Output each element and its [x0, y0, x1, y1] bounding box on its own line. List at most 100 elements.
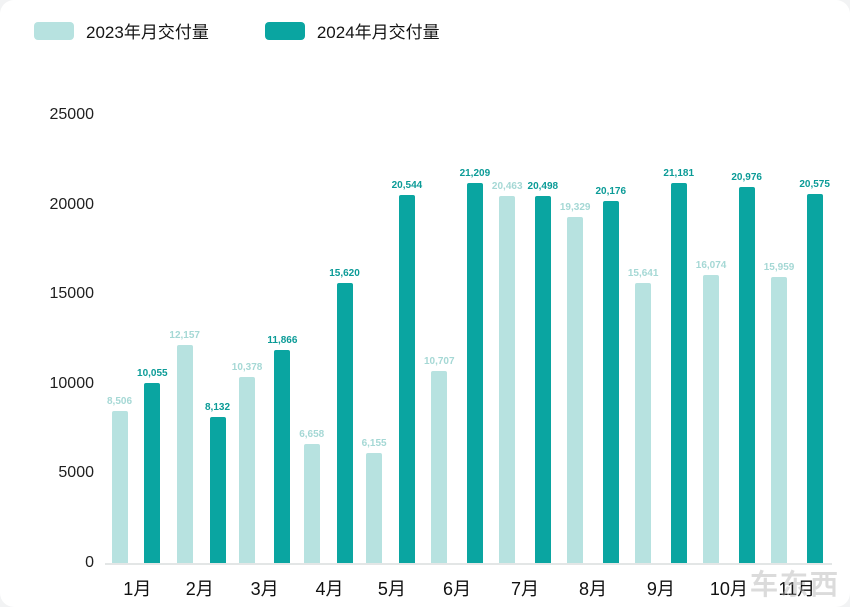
x-axis-label: 8月	[578, 579, 607, 599]
bar-column-2024: 11,866	[267, 115, 297, 563]
bar-value-label-2023: 16,074	[695, 259, 727, 271]
bar-value-label-2023: 19,329	[559, 201, 591, 213]
x-axis-label: 10月	[709, 579, 748, 599]
plot-area: 8,506 10,055 1月 12,157 8,132 2月 10,378 11,866 3月…	[105, 115, 832, 599]
bar-2023	[431, 371, 448, 563]
bar-value-label-2024: 20,575	[799, 179, 830, 191]
bar-2023	[111, 410, 128, 563]
bar-group: 16,074 20,976 10月	[695, 115, 762, 599]
x-axis-label: 4月	[315, 579, 344, 599]
bar-value-label-2024: 21,209	[459, 167, 491, 179]
legend-swatch-2024	[264, 21, 305, 40]
bar-2023	[176, 345, 193, 563]
bar-value-label-2024: 8,132	[204, 402, 231, 414]
bar-column-2023: 8,506	[107, 115, 132, 563]
bar-2024	[670, 183, 687, 563]
bar-value-label-2024: 20,176	[595, 186, 627, 198]
y-axis-tick-label: 20000	[49, 195, 95, 213]
bar-value-label-2024: 20,544	[391, 179, 423, 191]
bar-group: 20,463 20,498 7月	[492, 115, 559, 599]
x-axis-label: 3月	[250, 579, 279, 599]
bar-2024	[466, 182, 483, 563]
monthly-delivery-bar-chart: 0 5000 10000 15000 20000 25000 8,506 10,055 1月 1…	[0, 106, 850, 599]
bar-column-2023: 19,329	[559, 115, 591, 563]
y-axis-tick-label: 0	[85, 554, 94, 571]
bar-value-label-2023: 6,155	[361, 437, 387, 449]
bar-2024	[274, 350, 291, 563]
x-axis-label: 1月	[123, 579, 152, 599]
y-axis-tick-label: 5000	[58, 464, 94, 482]
bar-group: 6,658 15,620 4月	[299, 115, 360, 599]
legend: 2023年月交付量 2024年月交付量	[34, 18, 440, 43]
legend-label-2024: 2024年月交付量	[316, 23, 440, 42]
x-axis-label: 11月	[778, 579, 816, 599]
bar-2024	[806, 194, 823, 563]
bar-column-2023: 15,641	[627, 115, 659, 563]
bar-2024	[398, 194, 415, 563]
bar-group: 15,959 20,575 11月	[763, 115, 830, 599]
bar-value-label-2024: 15,620	[329, 268, 360, 280]
y-axis-tick-label: 15000	[49, 285, 95, 303]
bar-column-2024: 20,544	[391, 115, 423, 563]
bar-column-2024: 10,055	[137, 115, 168, 563]
bar-column-2023: 10,378	[231, 115, 263, 563]
bar-group: 6,155 20,544 5月	[362, 115, 423, 599]
bar-group: 19,329 20,176 8月	[559, 115, 626, 599]
bar-column-2023: 10,707	[424, 115, 455, 563]
bar-2023	[366, 452, 383, 563]
bar-column-2023: 16,074	[695, 115, 727, 563]
bar-value-label-2023: 8,506	[107, 395, 133, 407]
x-axis-label: 7月	[511, 579, 540, 599]
bar-column-2024: 20,176	[595, 115, 626, 563]
x-axis-label: 6月	[443, 579, 472, 599]
x-axis-label: 5月	[377, 579, 406, 599]
bar-value-label-2024: 21,181	[663, 168, 695, 180]
bar-value-label-2023: 6,658	[299, 428, 325, 440]
bar-value-label-2024: 20,976	[731, 172, 762, 184]
bar-value-label-2023: 12,157	[169, 330, 200, 342]
bar-2023	[567, 216, 584, 563]
bar-column-2023: 6,658	[299, 115, 324, 563]
bar-column-2023: 6,155	[362, 115, 387, 563]
x-axis-label: 9月	[646, 579, 675, 599]
bar-value-label-2024: 10,055	[137, 367, 168, 379]
bar-2024	[534, 195, 551, 563]
bar-value-label-2024: 20,498	[527, 180, 559, 192]
bar-value-label-2023: 20,463	[491, 181, 523, 193]
bar-column-2024: 20,575	[799, 115, 830, 563]
y-axis-tick-label: 10000	[49, 374, 95, 392]
bar-group: 10,707 21,209 6月	[424, 115, 491, 599]
bar-value-label-2023: 15,641	[627, 267, 659, 279]
bar-group: 12,157 8,132 2月	[169, 115, 231, 599]
bar-column-2024: 20,498	[527, 115, 559, 563]
bar-column-2024: 21,181	[663, 115, 694, 563]
bar-value-label-2023: 10,707	[423, 356, 455, 368]
bar-2023	[239, 377, 256, 563]
bar-group: 8,506 10,055 1月	[107, 115, 168, 599]
bar-column-2023: 15,959	[763, 115, 795, 563]
bar-column-2024: 21,209	[459, 115, 491, 563]
legend-item-2024: 2024年月交付量	[264, 18, 440, 43]
bar-column-2024: 20,976	[731, 115, 762, 563]
bar-value-label-2023: 10,378	[231, 362, 263, 374]
bar-groups: 8,506 10,055 1月 12,157 8,132 2月 10,378 11,866 3月…	[105, 115, 832, 599]
bar-2024	[209, 417, 226, 563]
legend-item-2023: 2023年月交付量	[34, 18, 209, 43]
bar-column-2023: 20,463	[492, 115, 523, 563]
bar-2023	[771, 277, 788, 563]
bar-2024	[602, 201, 619, 563]
y-axis-tick-label: 25000	[49, 106, 95, 123]
bar-2023	[303, 443, 320, 563]
bar-2023	[499, 196, 516, 563]
bar-column-2024: 15,620	[329, 115, 360, 563]
bar-2023	[635, 282, 652, 563]
legend-swatch-2023	[34, 21, 74, 40]
bar-2024	[738, 187, 755, 563]
bar-group: 10,378 11,866 3月	[231, 115, 298, 599]
x-axis-label: 2月	[185, 579, 214, 599]
bar-2024	[336, 283, 353, 563]
bar-group: 15,641 21,181 9月	[627, 115, 694, 599]
legend-label-2023: 2023年月交付量	[86, 23, 209, 42]
bar-value-label-2023: 15,959	[763, 262, 795, 274]
